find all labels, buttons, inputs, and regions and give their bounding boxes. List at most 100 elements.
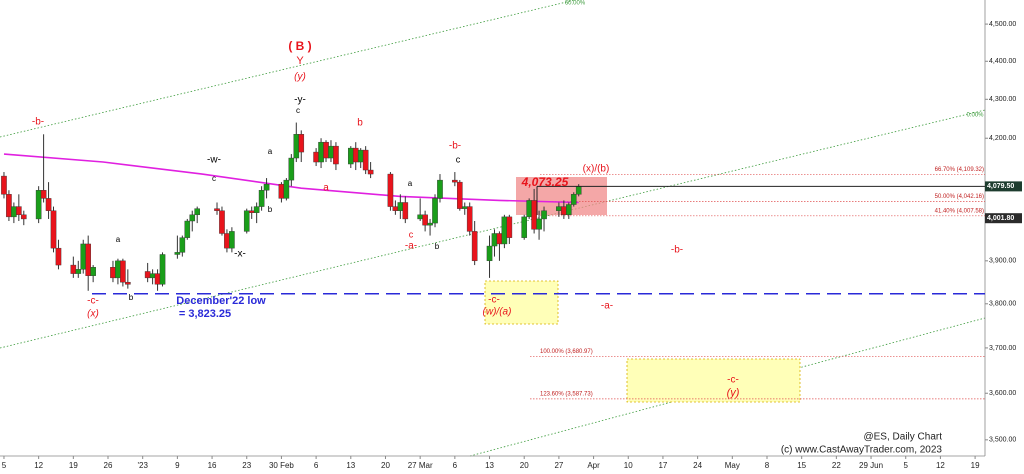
x-tick-label: 20 [520,461,529,470]
wave-label: -a- [405,241,417,252]
x-tick-label: 16 [208,461,217,470]
candle-body [110,267,116,279]
x-tick-label: 27 Mar [408,461,433,470]
candle-body [16,206,22,216]
y-tick-label: 4,400.00 [989,58,1016,65]
candle-body [248,210,255,213]
x-tick-label: 12 [34,461,43,470]
x-tick-label: 26 [104,461,113,470]
y-tick-label: 3,800.00 [989,301,1016,308]
wave-label: December'22 low [176,295,266,307]
candle-body [328,145,334,159]
x-tick-label: 10 [624,461,633,470]
wave-label: -c- [488,295,500,306]
fib-label: 123.60% (3,587.73) [540,391,593,397]
candle-body [35,190,42,220]
candle-body [75,269,82,274]
zone-box [626,358,801,403]
wave-label: -x- [234,249,246,260]
candle-body [253,206,260,213]
candle-body [432,198,438,224]
wave-label: a [268,147,273,156]
candle-body [90,267,96,276]
candle-body [40,190,47,199]
wave-label: -b- [671,245,683,256]
wave-label: a [408,179,413,188]
x-tick-label: 15 [797,461,806,470]
x-tick-label: 24 [693,461,702,470]
candle-body [219,210,225,234]
wave-label: -c- [87,296,99,307]
zone-box [484,280,559,325]
x-tick-label: 20 [381,461,390,470]
y-tick-label: 3,500.00 [989,437,1016,444]
candle-body [352,147,359,163]
candle-body [298,134,305,153]
price-tag [985,181,1022,192]
wave-label: a [323,183,329,194]
x-tick-label: 27 [554,461,563,470]
x-tick-label: 23 [242,461,251,470]
candle-body [45,198,52,211]
channel-line [0,109,986,349]
y-tick-label: 4,200.00 [989,135,1016,142]
x-tick-label: 5 [2,461,7,470]
x-tick-label: 13 [346,461,355,470]
x-tick-label: 13 [485,461,494,470]
candle-body [20,214,27,220]
channel-label: 60.00% [565,1,586,7]
candle-body [184,220,191,238]
price-tag-label: 4,001.80 [987,215,1014,222]
wave-label: ( B ) [288,39,311,53]
candle-body [144,271,151,279]
candle-body [293,134,300,159]
wave-label: c [409,229,414,239]
candle-body [566,204,572,216]
candle-body [471,231,478,262]
candle-body [80,243,87,270]
candle-body [179,237,186,253]
candle-body [570,194,577,205]
candle-body [575,186,582,195]
wave-label: -c- [727,375,739,386]
channel-line [0,0,576,138]
candle-body [496,233,503,245]
candle-body [174,252,181,255]
price-tag-label: 4,079.50 [987,183,1014,190]
candle-body [437,179,443,199]
candle-body [115,260,121,279]
candle-body [258,190,265,207]
fib-label: 41.40% (4,007.58) [935,208,984,214]
wave-label: Y [296,55,304,67]
wave-label: b [357,118,363,129]
candle-body [6,194,12,218]
x-tick-label: 17 [658,461,667,470]
wave-label: (y) [294,72,306,83]
y-tick-label: 3,600.00 [989,390,1016,397]
candle-body [189,214,196,222]
candle-body [149,273,156,279]
caption: @ES, Daily Chart [863,432,942,443]
candle-body [333,145,339,165]
wave-label: c [296,106,300,115]
candle-body [278,183,285,199]
x-tick-label: 12 [936,461,945,470]
candle-body [466,206,473,232]
y-tick-label: 4,300.00 [989,96,1016,103]
wave-label: 4,073.25 [521,175,569,189]
candle-body [556,206,562,211]
candle-body [501,216,508,245]
x-tick-label: 22 [832,461,841,470]
candle-body [402,202,409,220]
x-tick-label: '23 [137,461,148,470]
candle-body [362,149,369,171]
x-tick-label: 19 [971,461,980,470]
candle-body [357,149,364,163]
fib-label: 50.00% (4,042.16) [935,194,984,200]
wave-label: -b- [449,141,461,152]
candle-body [159,254,166,285]
candle-body [422,214,428,226]
x-tick-label: May [725,461,740,470]
wave-label: (x)/(b) [583,164,610,175]
